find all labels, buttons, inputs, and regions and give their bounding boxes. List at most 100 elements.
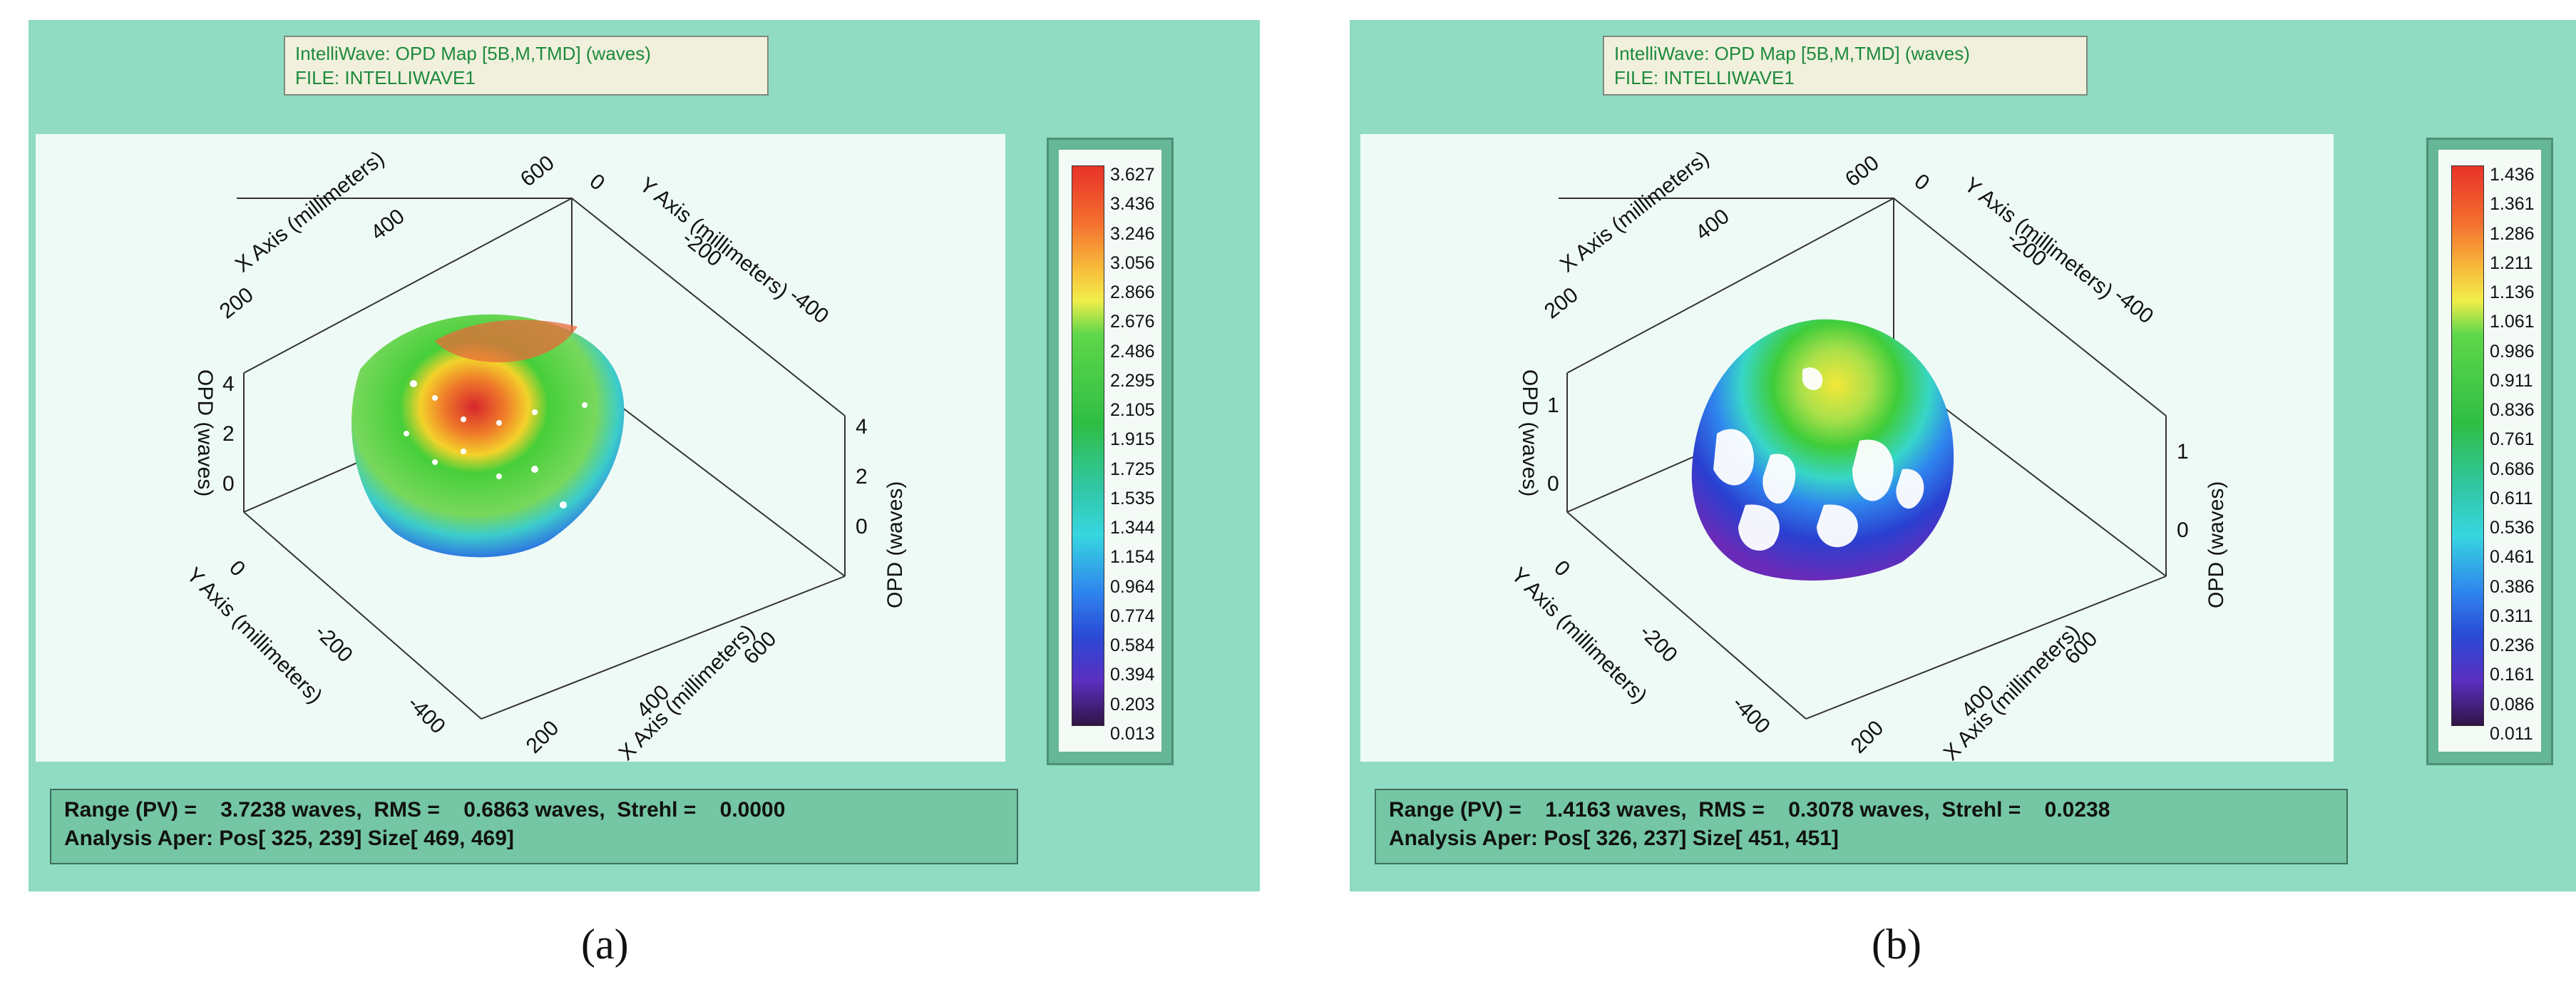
colorbar-tick-label: 0.964 [1110,576,1155,597]
x-axis-label-top: X Axis (millimeters) [1556,147,1713,277]
z-axis-label-right: OPD (waves) [2205,481,2228,608]
colorbar-tick-label: 0.236 [2490,635,2535,656]
colorbar-tick-label: 1.286 [2490,223,2535,244]
opd-map-window-b: IntelliWave: OPD Map [5B,M,TMD] (waves) … [1350,20,2576,891]
colorbar-tick-label: 0.761 [2490,429,2535,450]
opd-map-title-box: IntelliWave: OPD Map [5B,M,TMD] (waves) … [284,36,769,96]
colorbar-tick-label: 0.013 [1110,724,1155,744]
opd-3d-plot[interactable]: 600 400 200 X Axis (millimeters) 0 -200 … [1360,134,2334,762]
colorbar-tick-label: 0.686 [2490,459,2535,479]
colorbar-tick-label: 0.836 [2490,400,2535,421]
file-name: FILE: INTELLIWAVE1 [295,67,476,88]
z-tick-right-0: 0 [2177,518,2189,542]
z-tick-left-4: 4 [222,372,235,396]
opd-map-title: IntelliWave: OPD Map [5B,M,TMD] (waves) [1614,43,1970,64]
z-tick-right-0: 0 [856,515,868,538]
y-tick-bottom-neg200: -200 [1635,620,1682,668]
colorbar-gradient [1072,165,1104,726]
colorbar-tick-label: 0.774 [1110,605,1155,626]
colorbar-labels: 1.436 1.361 1.286 1.211 1.136 1.061 0.986 0.911… [2490,157,2538,743]
colorbar-tick-label: 1.725 [1110,459,1155,479]
colorbar-tick-label: 2.295 [1110,370,1155,391]
y-tick-bottom-neg400: -400 [403,692,450,739]
colorbar-tick-label: 0.086 [2490,694,2535,715]
stats-range-rms-strehl: Range (PV) = 1.4163 waves, RMS = 0.3078 … [1389,798,2110,822]
x-axis-label-bottom: X Axis (millimeters) [1939,620,2085,762]
y-tick-top-neg400: -400 [2110,284,2158,329]
x-tick-bottom-200: 200 [522,716,564,758]
colorbar-frame: 1.436 1.361 1.286 1.211 1.136 1.061 0.986 0.911… [2426,138,2553,765]
x-tick-top-200: 200 [215,283,258,324]
colorbar-tick-label: 0.911 [2490,370,2533,391]
x-tick-bottom-200: 200 [1847,716,1889,758]
colorbar-tick-label: 0.311 [2490,605,2533,626]
colorbar-tick-label: 2.676 [1110,312,1155,332]
colorbar-tick-label: 0.536 [2490,518,2535,538]
y-axis-label-bottom: Y Axis (millimeters) [1507,563,1651,708]
stats-panel: Range (PV) = 1.4163 waves, RMS = 0.3078 … [1375,789,2348,864]
colorbar-labels: 3.627 3.436 3.246 3.056 2.866 2.676 2.486 2.295… [1110,157,1159,743]
y-tick-bottom-neg200: -200 [310,620,357,668]
colorbar-tick-label: 1.344 [1110,518,1155,538]
x-tick-top-400: 400 [1691,205,1734,245]
opd-map-window-a: IntelliWave: OPD Map [5B,M,TMD] (waves) … [29,20,1260,891]
opd-surface [351,314,625,558]
colorbar-tick-label: 1.211 [2490,252,2533,273]
y-tick-bottom-0: 0 [1549,556,1574,581]
colorbar-tick-label: 1.061 [2490,312,2535,332]
colorbar-tick-label: 3.246 [1110,223,1155,244]
x-axis-label-bottom: X Axis (millimeters) [615,620,760,762]
opd-map-title-box: IntelliWave: OPD Map [5B,M,TMD] (waves) … [1603,36,2088,96]
y-tick-bottom-neg400: -400 [1728,692,1775,739]
colorbar-tick-label: 1.136 [2490,282,2535,303]
z-tick-right-2: 2 [856,465,868,489]
z-tick-left-2: 2 [222,422,235,446]
x-tick-top-600: 600 [1841,151,1884,192]
opd-3d-plot[interactable]: 600 400 200 X Axis (millimeters) 0 -200 … [36,134,1005,762]
y-axis-label-top: Y Axis (millimeters) [1960,173,2118,304]
file-name: FILE: INTELLIWAVE1 [1614,67,1795,88]
colorbar-tick-label: 2.105 [1110,400,1155,421]
colorbar-tick-label: 0.011 [2490,724,2533,744]
x-axis-label-top: X Axis (millimeters) [231,147,389,277]
z-tick-left-1: 1 [1547,394,1559,417]
y-tick-top-neg400: -400 [785,284,833,329]
colorbar-tick-label: 0.161 [2490,665,2535,685]
colorbar-tick-label: 1.535 [1110,488,1155,508]
stats-analysis-aperture: Analysis Aper: Pos[ 325, 239] Size[ 469,… [64,827,514,850]
y-tick-top-0: 0 [585,170,609,195]
x-tick-top-400: 400 [366,205,409,245]
colorbar-tick-label: 1.436 [2490,165,2535,185]
z-axis-label-right: OPD (waves) [883,481,907,608]
colorbar-gradient [2451,165,2484,726]
z-tick-right-1: 1 [2177,440,2189,464]
colorbar-tick-label: 0.203 [1110,694,1155,715]
colorbar-tick-label: 1.915 [1110,429,1155,450]
colorbar-tick-label: 1.154 [1110,547,1155,568]
colorbar-tick-label: 0.584 [1110,635,1155,656]
x-tick-top-600: 600 [516,151,559,192]
colorbar-tick-label: 2.486 [1110,341,1155,362]
colorbar-tick-label: 0.394 [1110,665,1155,685]
colorbar-tick-label: 0.611 [2490,488,2533,508]
colorbar-tick-label: 2.866 [1110,282,1155,303]
colorbar-frame: 3.627 3.436 3.246 3.056 2.866 2.676 2.486 2.295… [1047,138,1174,765]
y-axis-label-bottom: Y Axis (millimeters) [182,563,327,708]
z-axis-label-left: OPD (waves) [193,369,217,496]
z-tick-left-0: 0 [222,472,235,496]
colorbar-tick-label: 3.627 [1110,165,1155,185]
z-tick-left-0: 0 [1547,472,1559,496]
colorbar-tick-label: 0.461 [2490,547,2535,568]
stats-range-rms-strehl: Range (PV) = 3.7238 waves, RMS = 0.6863 … [64,798,786,822]
caption-a: (a) [581,921,629,968]
y-tick-top-0: 0 [1910,170,1934,195]
colorbar-tick-label: 3.056 [1110,252,1155,273]
caption-b: (b) [1872,921,1921,968]
stats-analysis-aperture: Analysis Aper: Pos[ 326, 237] Size[ 451,… [1389,827,1839,850]
y-axis-label-top: Y Axis (millimeters) [635,173,793,304]
colorbar-tick-label: 1.361 [2490,194,2535,215]
y-tick-bottom-0: 0 [225,556,250,581]
z-axis-label-left: OPD (waves) [1518,369,1541,496]
colorbar-tick-label: 0.386 [2490,576,2535,597]
z-tick-right-4: 4 [856,415,868,439]
